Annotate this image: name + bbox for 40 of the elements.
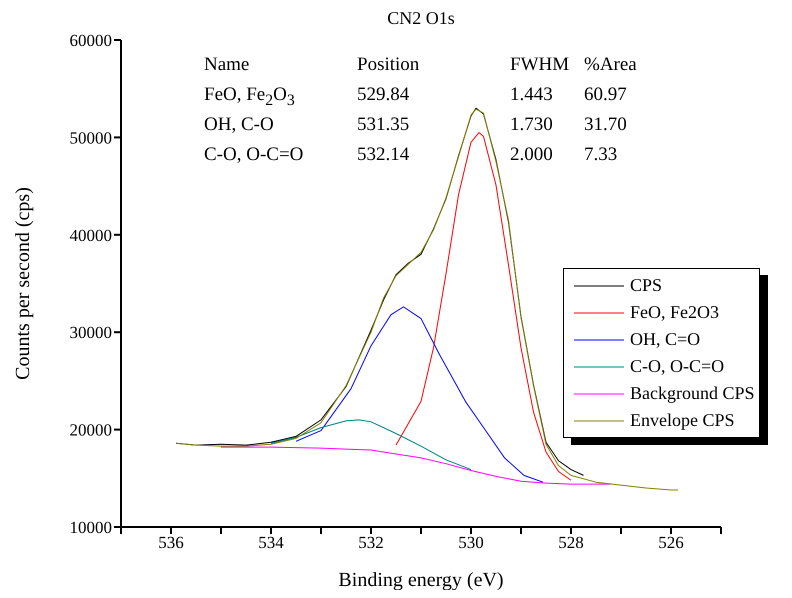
legend-label: CPS: [630, 275, 662, 296]
annotation: 1.443: [510, 84, 553, 106]
line-series: [296, 306, 544, 483]
annotation: 60.97: [584, 84, 627, 106]
legend-label: OH, C=O: [630, 329, 700, 350]
y-axis-title: Counts per second (cps): [12, 187, 34, 380]
annotation: 2.000: [510, 144, 553, 166]
annotation: FeO, Fe$_{2}$O$_{3}$: [204, 84, 295, 110]
chart-title: CN2 O1s: [386, 8, 456, 29]
annotation: OH, C-O: [204, 114, 274, 136]
annotation: Name: [204, 54, 250, 76]
annotation: %Area: [584, 54, 637, 76]
x-tick-label: 526: [658, 533, 684, 552]
y-tick-label: 20000: [70, 420, 112, 440]
y-tick-label: 60000: [70, 31, 112, 50]
y-tick-label: 10000: [70, 518, 112, 538]
legend-label: Background CPS: [630, 383, 755, 404]
annotation: Position: [357, 54, 420, 76]
y-tick-label: 30000: [70, 323, 112, 342]
x-tick-label: 528: [558, 533, 584, 552]
annotation: 7.33: [584, 144, 618, 166]
x-tick-label: 536: [158, 533, 184, 552]
line-series: [270, 419, 472, 470]
legend-label: C-O, O-C=O: [630, 356, 724, 377]
annotation: 31.70: [584, 114, 627, 136]
legend-label: Envelope CPS: [630, 410, 735, 431]
x-axis-title: Binding energy (eV): [338, 569, 504, 591]
annotation: 1.730: [510, 114, 553, 136]
x-tick-label: 532: [358, 533, 384, 552]
annotation: 529.84: [357, 84, 410, 106]
x-tick-label: 534: [258, 533, 284, 552]
annotation: C-O, O-C=O: [204, 144, 304, 166]
y-tick-label: 50000: [70, 128, 112, 148]
annotation: 532.14: [357, 144, 410, 166]
legend-label: FeO, Fe2O3: [630, 302, 719, 323]
annotation: 531.35: [357, 114, 410, 136]
y-tick-label: 40000: [70, 226, 112, 245]
x-tick-label: 530: [458, 533, 484, 552]
line-series: [220, 446, 612, 485]
annotation: FWHM: [510, 54, 570, 76]
